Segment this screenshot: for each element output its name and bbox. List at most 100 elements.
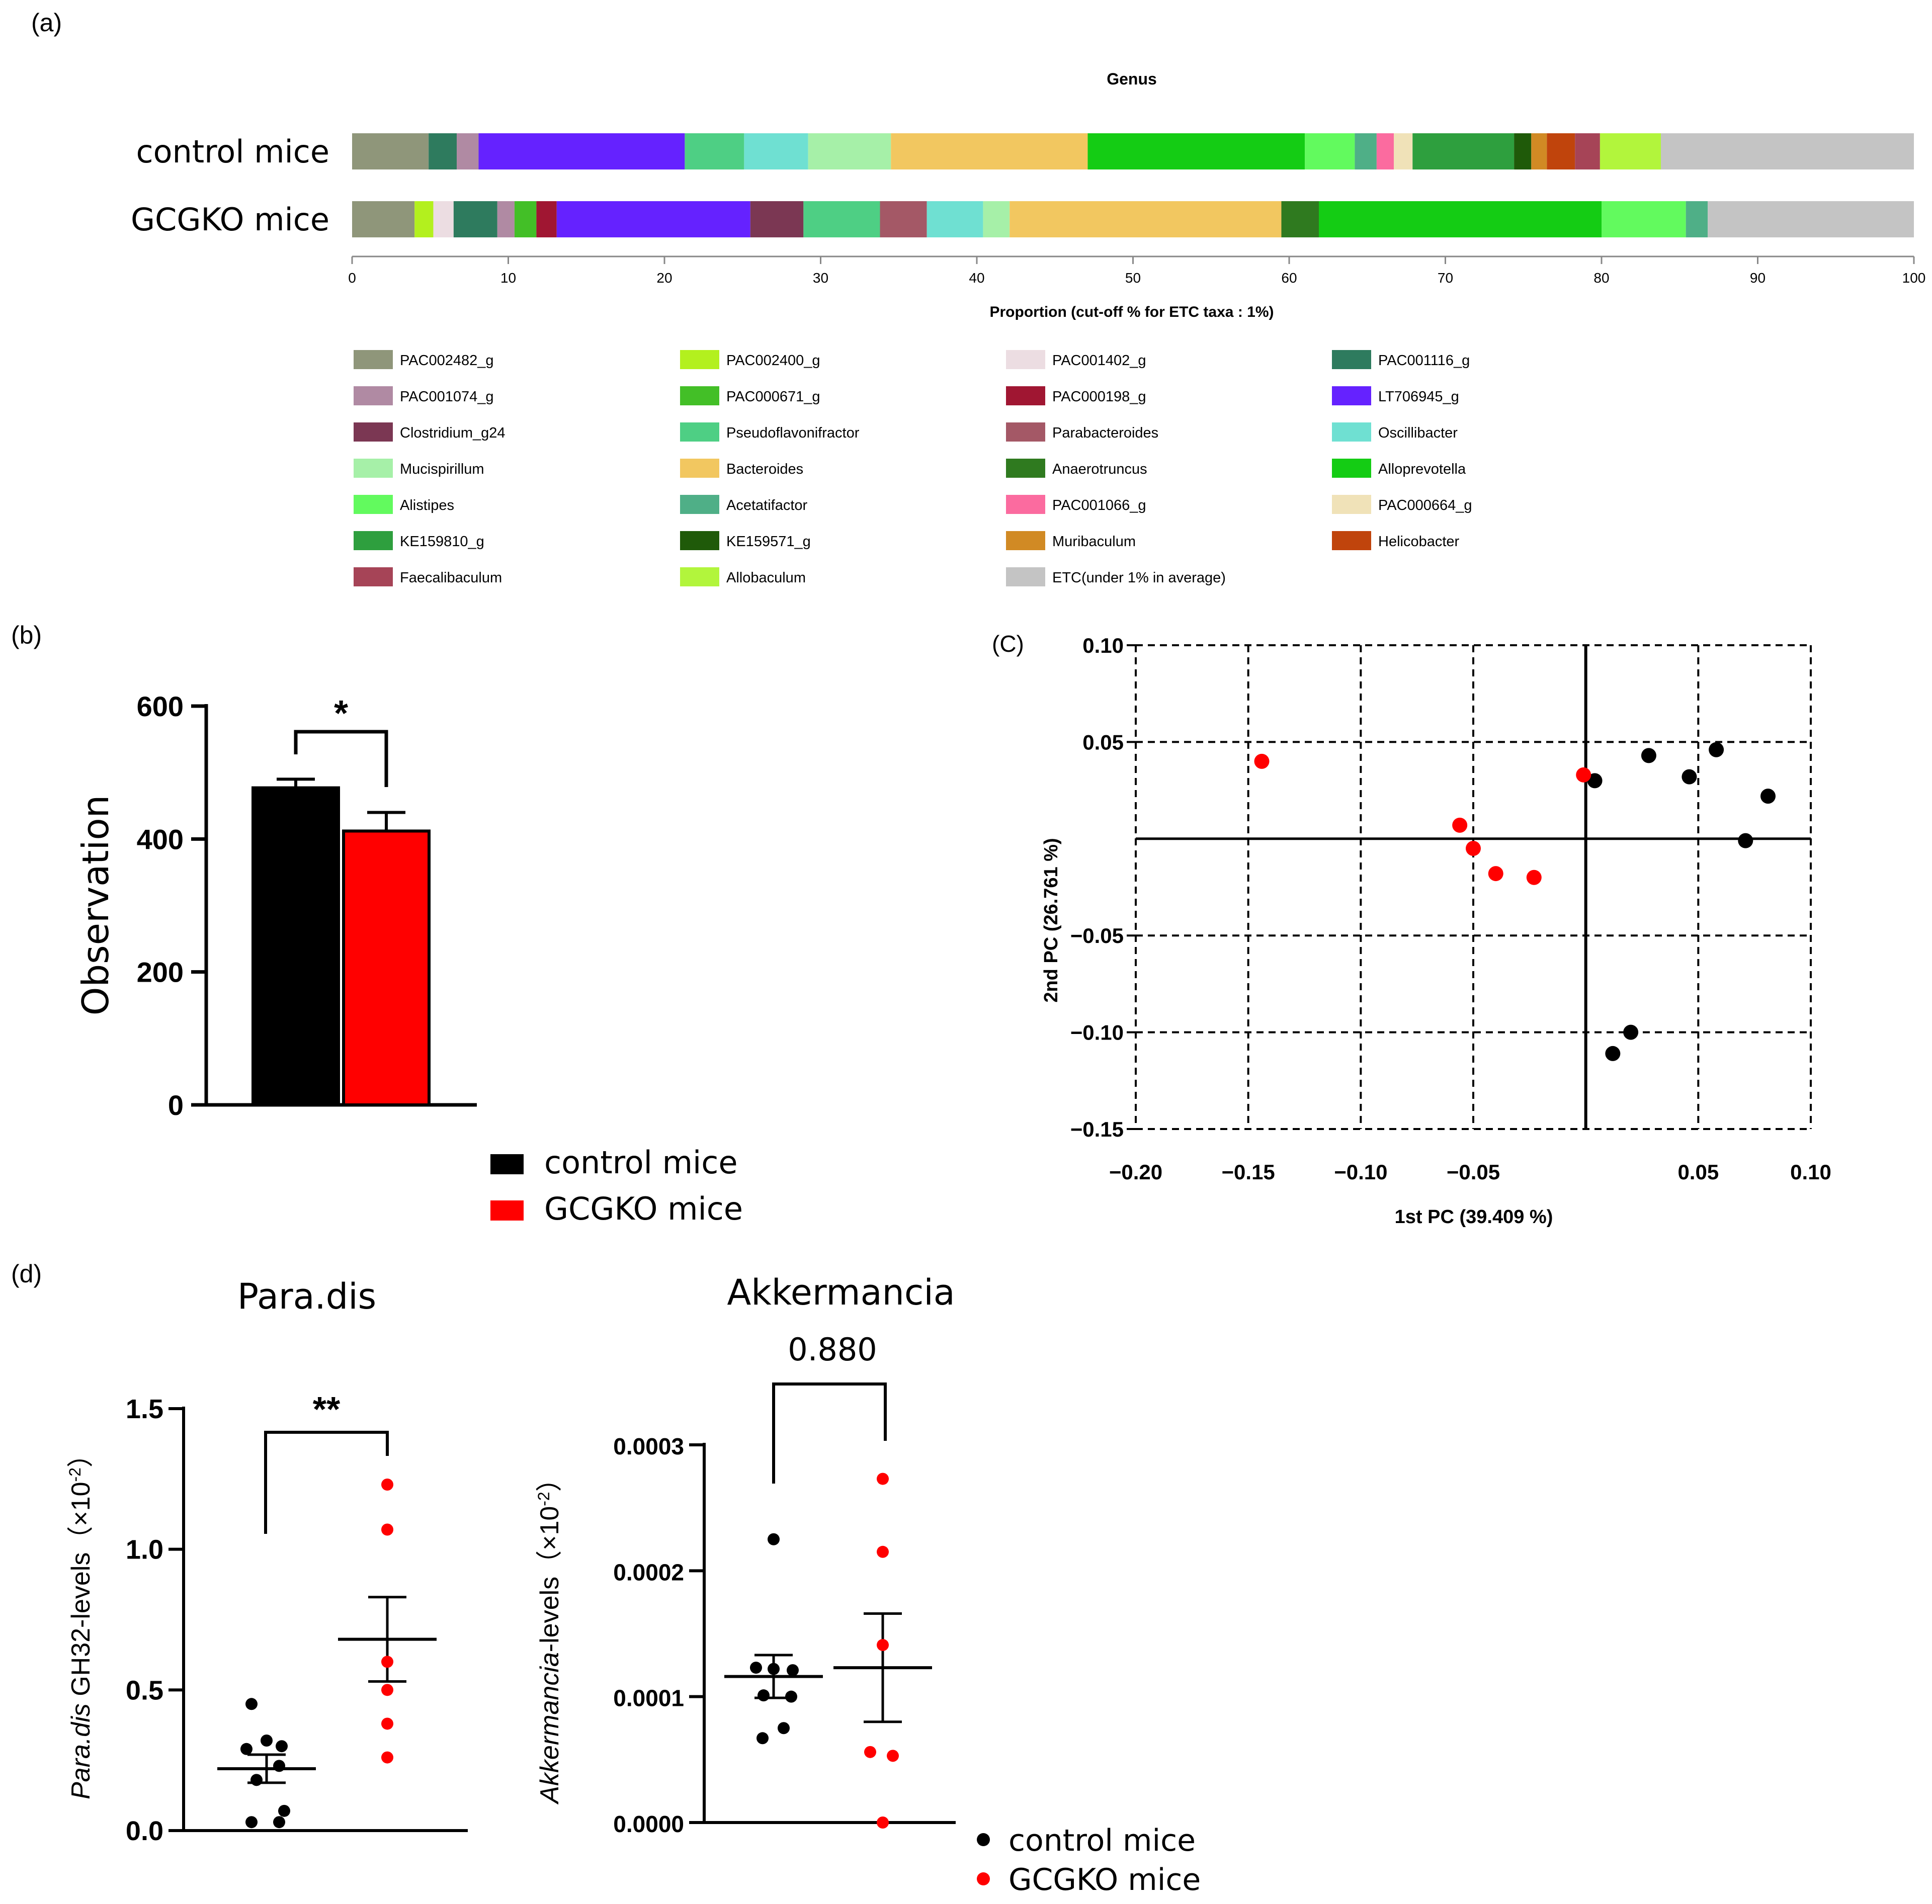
legend-label: PAC002400_g [726,353,820,369]
point-gcgko-mice [1254,753,1270,769]
bar-segment-pac000664-g [1394,133,1413,169]
legend-swatch [1332,531,1371,550]
legend-item-parabacteroides: Parabacteroides [1006,422,1158,442]
point-gcgko-mice [381,1479,393,1491]
significance-label: * [334,694,348,734]
y-label-italic: Para.dis [66,1703,96,1799]
point-control-mice [758,1689,770,1702]
bar-segment-ke159810-g [1412,133,1515,169]
point-control-mice [276,1740,288,1753]
legend-item-alistipes: Alistipes [354,495,454,514]
y-axis-label: 2nd PC (26.761 %) [1041,838,1062,1002]
legend-label: Alistipes [400,497,454,513]
panel-c-pca-scatter: (C) 0.10 0.05 −0.05 −0.10 −0.15 −0.20 −0.15 −0.… [992,631,1831,1228]
legend-swatch [680,531,719,550]
bar-segment-pseudoflavonifractor [803,201,880,237]
legend-label: PAC000198_g [1052,389,1146,405]
dot-plot-para-dis: 0.0 0.5 1.0 1.5 ** [126,1390,468,1846]
legend-label: Allobaculum [726,570,806,586]
y-tick-label: 1.5 [126,1394,163,1424]
y-label-rest: GH32-levels（×10 [66,1482,96,1703]
legend-label: Bacteroides [726,461,803,477]
bar-segment-pac002482-g [352,201,415,237]
y-tick-label: 1.0 [126,1535,163,1565]
legend-swatch [1006,495,1045,514]
x-tick-label: 30 [813,270,828,286]
legend-label: GCGKO mice [544,1190,743,1227]
legend-label: PAC001402_g [1052,353,1146,369]
point-gcgko-mice [1466,841,1481,856]
bar-segment-pac001116-g [429,133,457,169]
legend-swatch [680,567,719,586]
point-gcgko-mice [864,1746,876,1758]
legend-label: Oscillibacter [1378,425,1458,441]
x-tick-label: −0.10 [1334,1160,1387,1184]
panel-a-genus-stacked-bar: (a) Genus control mice GCGKO mice 0 10 20 30… [31,9,1925,586]
bar-segment-etc-under-1-in-average [1708,201,1914,237]
x-tick-label: 90 [1750,270,1766,286]
legend-label: PAC000664_g [1378,497,1472,513]
x-tick-label: 20 [656,270,672,286]
x-tick-label: 0.05 [1677,1160,1719,1184]
point-control-mice [750,1662,762,1674]
legend-item-pac000198-g: PAC000198_g [1006,386,1146,405]
x-tick-label: 0.10 [1790,1160,1831,1184]
bar-segment-anaerotruncus [1281,201,1319,237]
legend-label: PAC001074_g [400,389,494,405]
point-control-mice [273,1816,285,1829]
y-tick-label: −0.05 [1070,924,1124,947]
bar-segment-mucispirillum [983,201,1010,237]
legend-label: Helicobacter [1378,534,1460,550]
legend-swatch [1006,422,1045,442]
legend-swatch [680,350,719,369]
y-tick-label: 200 [137,957,184,988]
bar-segment-pseudoflavonifractor [685,133,744,169]
point-control-mice [1605,1046,1621,1061]
panel-label-a: (a) [31,9,62,37]
point-control-mice [1760,789,1776,804]
legend-item-gcgko-mice: GCGKO mice [490,1190,743,1227]
legend-item-mucispirillum: Mucispirillum [354,459,484,478]
legend-swatch [680,459,719,478]
legend-swatch [354,386,393,405]
bar-segment-ke159571-g [1514,133,1532,169]
chart-title: Genus [1107,70,1157,88]
point-control-mice [757,1732,769,1745]
point-control-mice [787,1664,799,1677]
x-tick-label: 100 [1902,270,1926,286]
category-label: GCGKO mice [131,201,329,238]
legend-item-pac001116-g: PAC001116_g [1332,350,1470,369]
legend-swatch [490,1154,524,1174]
legend-item-clostridium-g24: Clostridium_g24 [354,422,506,442]
bar-segment-pac001116-g [453,201,497,237]
legend-label: KE159571_g [726,534,811,550]
point-gcgko-mice [877,1473,889,1485]
legend-label: PAC002482_g [400,353,494,369]
dot-plot-akkermancia: 0.0000 0.0001 0.0002 0.0003 0.880 [613,1331,956,1837]
legend-swatch [1006,459,1045,478]
legend-item-muribaculum: Muribaculum [1006,531,1136,550]
point-control-mice [1641,748,1656,763]
point-gcgko-mice [877,1816,889,1829]
y-axis-label-akkermancia: Akkermancia-levels（×10-2） [535,1465,564,1805]
y-tick-label: 0.0002 [613,1559,684,1585]
bar-segment-pac001074-g [497,201,515,237]
bar-segment-oscillibacter [744,133,808,169]
legend-item-control-mice: control mice [977,1823,1196,1858]
legend-item-ke159571-g: KE159571_g [680,531,811,550]
bar-segment-etc-under-1-in-average [1660,133,1914,169]
x-tick-label: 10 [500,270,516,286]
legend-label: ETC(under 1% in average) [1052,570,1226,586]
bar-segment-alloprevotella [1087,133,1305,169]
legend-item-pac001074-g: PAC001074_g [354,386,494,405]
legend-label: control mice [544,1144,737,1181]
bar-segment-acetatifactor [1686,201,1708,237]
point-control-mice [1623,1024,1639,1040]
point-gcgko-mice [381,1751,393,1764]
bar-segment-mucispirillum [808,133,891,169]
legend-label: Alloprevotella [1378,461,1466,477]
bar-segment-alloprevotella [1318,201,1602,237]
x-tick-label: −0.20 [1109,1160,1162,1184]
y-tick-label: 400 [137,823,184,855]
